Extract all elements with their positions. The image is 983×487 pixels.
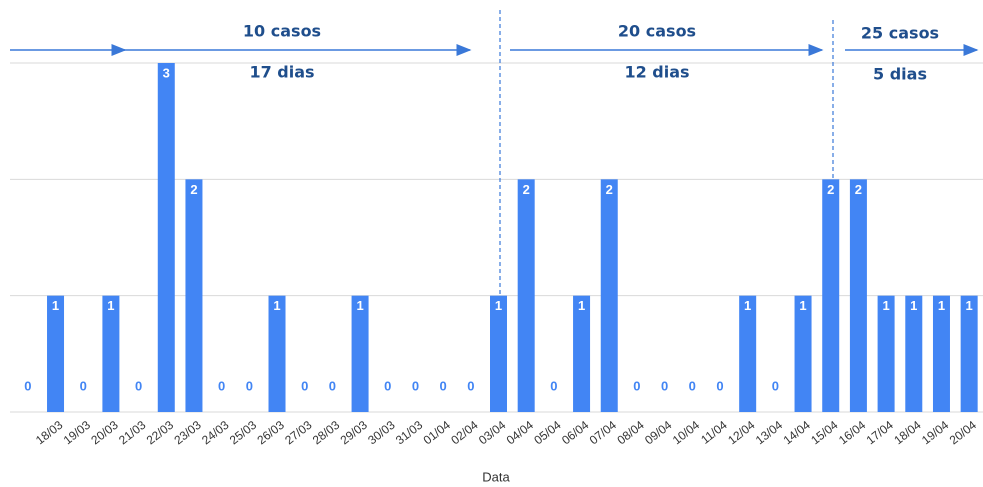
data-label: 0 xyxy=(772,378,779,393)
x-tick-label: 25/03 xyxy=(227,418,260,448)
x-tick-label: 27/03 xyxy=(282,418,315,448)
data-label: 0 xyxy=(633,378,640,393)
annotation: 10 casos xyxy=(243,22,321,41)
bar xyxy=(573,295,591,412)
x-tick-label: 09/04 xyxy=(642,418,675,448)
bar xyxy=(47,295,65,412)
bar xyxy=(517,179,535,412)
bar xyxy=(794,295,812,412)
x-tick-label: 12/04 xyxy=(725,418,758,448)
data-label: 0 xyxy=(24,378,31,393)
data-label: 0 xyxy=(412,378,419,393)
annotation: 5 dias xyxy=(873,65,927,84)
x-tick-label: 05/04 xyxy=(531,418,564,448)
data-label: 0 xyxy=(301,378,308,393)
bar xyxy=(877,295,895,412)
annotation: 25 casos xyxy=(861,24,939,43)
x-tick-label: 02/04 xyxy=(448,418,481,448)
x-tick-label: 07/04 xyxy=(587,418,620,448)
bar xyxy=(102,295,120,412)
data-label: 2 xyxy=(523,182,530,197)
bar xyxy=(739,295,757,412)
x-tick-label: 06/04 xyxy=(559,418,592,448)
data-label: 1 xyxy=(966,298,973,313)
data-label: 0 xyxy=(716,378,723,393)
bar xyxy=(490,295,507,412)
x-tick-label: 04/04 xyxy=(504,418,537,448)
data-label: 0 xyxy=(467,378,474,393)
data-label: 3 xyxy=(163,65,170,80)
x-tick-label: 19/03 xyxy=(61,418,94,448)
data-label: 1 xyxy=(578,298,585,313)
x-tick-label: 16/04 xyxy=(836,418,869,448)
x-tick-label: 29/03 xyxy=(338,418,371,448)
data-label: 2 xyxy=(855,182,862,197)
x-tick-label: 01/04 xyxy=(421,418,454,448)
data-label: 1 xyxy=(744,298,751,313)
data-label: 2 xyxy=(190,182,197,197)
data-label: 0 xyxy=(218,378,225,393)
x-tick-label: 31/03 xyxy=(393,418,426,448)
data-label: 1 xyxy=(273,298,280,313)
bar xyxy=(351,295,369,412)
x-tick-label: 10/04 xyxy=(670,418,703,448)
x-tick-label: 18/03 xyxy=(33,418,66,448)
data-label: 1 xyxy=(799,298,806,313)
data-label: 0 xyxy=(384,378,391,393)
data-label: 0 xyxy=(80,378,87,393)
annotation: 20 casos xyxy=(618,22,696,41)
x-tick-label: 03/04 xyxy=(476,418,509,448)
x-tick-label: 11/04 xyxy=(698,418,730,447)
bar xyxy=(905,295,923,412)
data-label: 0 xyxy=(661,378,668,393)
bar xyxy=(822,179,840,412)
data-label: 0 xyxy=(440,378,447,393)
x-tick-label: 23/03 xyxy=(171,418,204,448)
data-label: 1 xyxy=(882,298,889,313)
data-label: 0 xyxy=(135,378,142,393)
x-tick-label: 24/03 xyxy=(199,418,232,448)
data-label: 1 xyxy=(495,298,502,313)
data-label: 0 xyxy=(329,378,336,393)
x-tick-label: 28/03 xyxy=(310,418,343,448)
x-tick-label: 13/04 xyxy=(753,418,786,448)
x-tick-label: 08/04 xyxy=(614,418,647,448)
x-tick-label: 18/04 xyxy=(891,418,924,448)
x-axis-label: Data xyxy=(482,469,510,484)
x-tick-label: 15/04 xyxy=(808,418,841,448)
x-tick-label: 30/03 xyxy=(365,418,398,448)
x-tick-label: 21/03 xyxy=(116,418,149,448)
data-label: 2 xyxy=(606,182,613,197)
bar xyxy=(932,295,950,412)
data-label: 1 xyxy=(938,298,945,313)
data-label: 0 xyxy=(550,378,557,393)
bar xyxy=(185,179,203,412)
bar xyxy=(960,295,978,412)
x-tick-label: 20/04 xyxy=(947,418,980,448)
bar xyxy=(157,63,175,412)
annotation: 12 dias xyxy=(624,63,689,82)
x-tick-label: 26/03 xyxy=(255,418,288,448)
x-tick-label: 17/04 xyxy=(864,418,897,448)
data-label: 1 xyxy=(356,298,363,313)
x-tick-label: 20/03 xyxy=(88,418,121,448)
x-tick-label: 22/03 xyxy=(144,418,177,448)
bar xyxy=(268,295,286,412)
bar xyxy=(600,179,618,412)
data-label: 0 xyxy=(689,378,696,393)
annotation: 17 dias xyxy=(249,63,314,82)
x-tick-label: 14/04 xyxy=(781,418,814,448)
data-label: 1 xyxy=(107,298,114,313)
data-label: 0 xyxy=(246,378,253,393)
data-label: 2 xyxy=(827,182,834,197)
data-label: 1 xyxy=(52,298,59,313)
x-tick-label: 19/04 xyxy=(919,418,952,448)
bar xyxy=(849,179,867,412)
data-label: 1 xyxy=(910,298,917,313)
